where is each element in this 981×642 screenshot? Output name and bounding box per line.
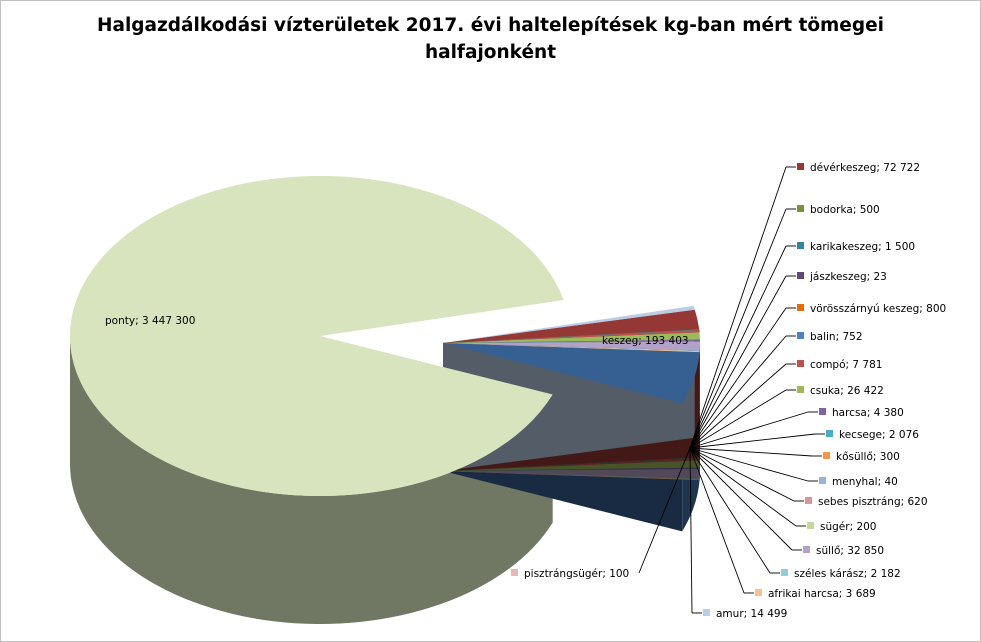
- leader-line-deverkeszeg: [689, 166, 787, 449]
- data-label-deverkeszeg: dévérkeszeg; 72 722: [810, 162, 920, 174]
- legend-marker-harcsa: [819, 408, 826, 415]
- leader-line-afrikai-harcsa: [689, 447, 745, 594]
- legend-marker-balin: [797, 332, 804, 339]
- slice-vorosszarnyu-keszeg: [443, 329, 700, 343]
- data-labels: amur; 14 499 dévérkeszeg; 72 722 bodorka; …: [105, 162, 946, 620]
- leader-line-sullo: [689, 447, 793, 551]
- slice-kosullo: [443, 341, 700, 343]
- legend-marker-deverkeszeg: [797, 163, 804, 170]
- slice-szeles-karasz: [443, 343, 700, 352]
- leader-line-csuka: [689, 389, 787, 449]
- data-label-keszeg: keszeg; 193 403: [602, 335, 689, 347]
- leader-line-jaszkeszeg: [689, 275, 787, 449]
- slice-balin: [443, 330, 700, 343]
- leader-line-compo: [689, 363, 787, 449]
- slice-bodorka: [443, 329, 700, 343]
- data-label-menyhal: menyhal; 40: [832, 476, 898, 488]
- slice-suger: [443, 341, 700, 343]
- leader-line-sebes-pisztrang: [689, 447, 795, 502]
- legend-marker-csuka: [797, 386, 804, 393]
- slice-jaszkeszeg: [443, 329, 700, 343]
- legend-marker-compo: [797, 360, 804, 367]
- leader-line-suger: [689, 447, 797, 527]
- slice-keszeg: [443, 343, 700, 404]
- slice-csuka: [443, 332, 700, 343]
- slice-deverkeszeg: [443, 309, 700, 343]
- slice-compo: [443, 330, 700, 343]
- data-label-sebes-pisztrang: sebes pisztráng; 620: [818, 496, 928, 508]
- data-label-vorosszarnyu-keszeg: vörösszárnyú keszeg; 800: [810, 303, 946, 315]
- data-label-szeles-karasz: széles kárász; 2 182: [794, 568, 901, 580]
- slice-amur: [443, 305, 695, 343]
- legend-marker-pisztrangsuger: [511, 569, 518, 576]
- slice-side-ponty: [70, 336, 553, 625]
- legend-marker-jaszkeszeg: [797, 272, 804, 279]
- data-label-karikakeszeg: karikakeszeg; 1 500: [810, 241, 915, 253]
- slice-afrikai-harcsa: [443, 343, 700, 353]
- leader-line-karikakeszeg: [689, 245, 787, 449]
- data-label-amur: amur; 14 499: [716, 608, 787, 620]
- leader-line-bodorka: [689, 208, 787, 449]
- data-label-suger: sügér; 200: [820, 521, 876, 533]
- data-label-bodorka: bodorka; 500: [810, 204, 880, 216]
- data-label-jaszkeszeg: jászkeszeg; 23: [809, 271, 887, 283]
- legend-marker-kecsege: [826, 430, 833, 437]
- slice-sebes-pisztrang: [443, 341, 700, 343]
- leader-line-pisztrangsuger: [638, 447, 691, 574]
- leader-line-vorosszarnyu-keszeg: [689, 307, 787, 449]
- data-label-harcsa: harcsa; 4 380: [832, 407, 904, 419]
- chart-title-line-2: halfajonként: [424, 42, 557, 63]
- slice-ponty: [70, 175, 564, 496]
- legend-marker-bodorka: [797, 205, 804, 212]
- leader-line-kosullo: [689, 447, 813, 457]
- legend-marker-afrikai-harcsa: [755, 589, 762, 596]
- slice-karikakeszeg: [443, 329, 700, 343]
- legend-marker-amur: [703, 609, 710, 616]
- legend-marker-sullo: [803, 546, 810, 553]
- legend-marker-vorosszarnyu-keszeg: [797, 304, 804, 311]
- pie-slices: [70, 175, 700, 496]
- legend-marker-menyhal: [819, 477, 826, 484]
- legend-marker-kosullo: [823, 452, 830, 459]
- data-label-sullo: süllő; 32 850: [816, 545, 884, 557]
- data-label-kecsege: kecsege; 2 076: [839, 429, 919, 441]
- slice-menyhal: [443, 341, 700, 343]
- slice-pisztrangsuger: [443, 343, 700, 353]
- data-label-kosullo: kősüllő; 300: [836, 451, 900, 463]
- leader-line-szeles-karasz: [689, 447, 771, 574]
- data-label-afrikai-harcsa: afrikai harcsa; 3 689: [768, 588, 876, 600]
- slice-sullo: [443, 341, 700, 351]
- slice-harcsa: [443, 339, 700, 343]
- data-label-compo: compó; 7 781: [810, 359, 882, 371]
- chart-title: Halgazdálkodási vízterületek 2017. évi h…: [0, 12, 981, 66]
- leader-line-kecsege: [689, 433, 816, 449]
- legend-marker-karikakeszeg: [797, 242, 804, 249]
- data-label-balin: balin; 752: [810, 331, 863, 343]
- legend-marker-sebes-pisztrang: [805, 497, 812, 504]
- legend-marker-szeles-karasz: [781, 569, 788, 576]
- data-label-ponty: ponty; 3 447 300: [105, 315, 195, 327]
- data-label-pisztrangsuger: pisztrángsügér; 100: [524, 568, 629, 580]
- chart-title-line-1: Halgazdálkodási vízterületek 2017. évi h…: [97, 15, 884, 36]
- leader-line-harcsa: [689, 411, 809, 449]
- leader-line-balin: [689, 335, 787, 449]
- slice-kecsege: [443, 340, 700, 343]
- leader-line-menyhal: [689, 447, 809, 482]
- legend-marker-suger: [807, 522, 814, 529]
- leader-line-amur: [689, 447, 693, 614]
- data-label-csuka: csuka; 26 422: [810, 385, 884, 397]
